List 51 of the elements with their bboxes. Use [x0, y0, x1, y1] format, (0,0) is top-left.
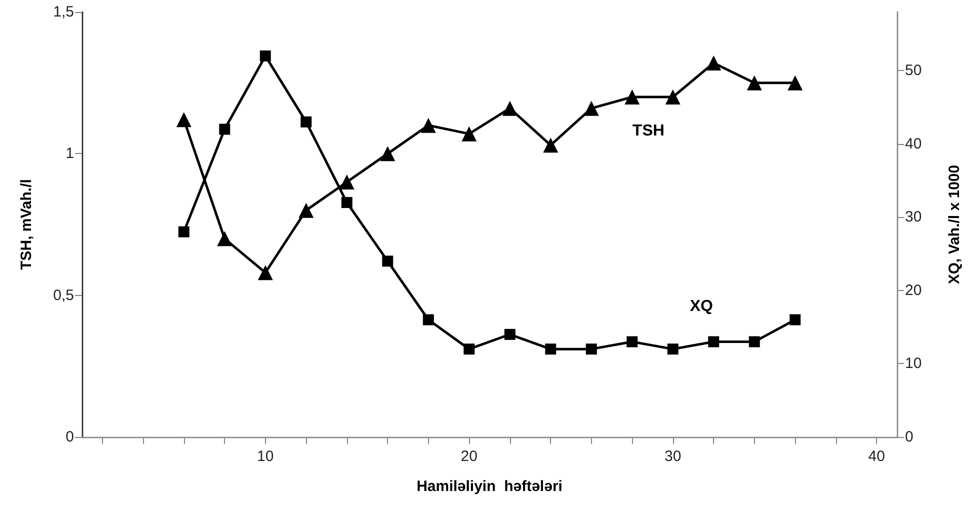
y2-axis-title: XQ, Vah./l x 1000: [946, 164, 963, 284]
point: [667, 344, 678, 355]
y2-tick-label: 10: [905, 355, 922, 372]
y2-tick-label: 20: [905, 282, 922, 299]
point: [626, 336, 638, 348]
x-tick-label: 20: [460, 448, 478, 465]
x-tick-label: 40: [868, 448, 885, 465]
y2-tick-label: 50: [905, 62, 922, 80]
y2-tick-label: 30: [905, 208, 922, 226]
point: [748, 336, 760, 348]
y-axis-title: TSH, mVah./l: [18, 179, 35, 270]
point: [504, 328, 516, 340]
y-tick-label: 0,5: [53, 286, 74, 304]
y2-tick-label: 0: [905, 428, 914, 446]
point: [464, 344, 475, 355]
point: [545, 344, 556, 355]
y-tick-label: 0: [66, 428, 74, 446]
point: [339, 174, 354, 190]
point: [300, 116, 312, 128]
point: [298, 202, 314, 218]
point: [586, 344, 597, 355]
point: [665, 90, 680, 104]
point: [176, 112, 192, 128]
point: [219, 124, 230, 135]
point: [380, 146, 396, 162]
point: [382, 256, 394, 267]
point: [706, 56, 722, 70]
point: [584, 100, 599, 116]
y2-tick-label: 40: [905, 135, 922, 152]
point: [624, 90, 640, 104]
x-tick-label: 30: [664, 448, 682, 465]
point: [341, 197, 352, 208]
point: [502, 100, 518, 116]
point: [746, 75, 762, 90]
point: [178, 226, 190, 238]
series-label: TSH: [632, 122, 664, 140]
point: [790, 314, 801, 326]
point: [422, 314, 434, 326]
point: [260, 50, 271, 62]
point: [258, 265, 273, 280]
y-tick-label: 1: [66, 145, 74, 162]
point: [462, 126, 477, 142]
point: [788, 75, 803, 90]
x-tick-label: 10: [257, 448, 274, 465]
x-axis-title: Hamiləliyin həftələri: [416, 478, 562, 495]
series-label: XQ: [690, 298, 713, 316]
point: [420, 118, 436, 133]
point: [543, 138, 558, 153]
point: [708, 336, 720, 348]
point: [217, 231, 232, 246]
y-tick-label: 1,5: [53, 4, 74, 20]
